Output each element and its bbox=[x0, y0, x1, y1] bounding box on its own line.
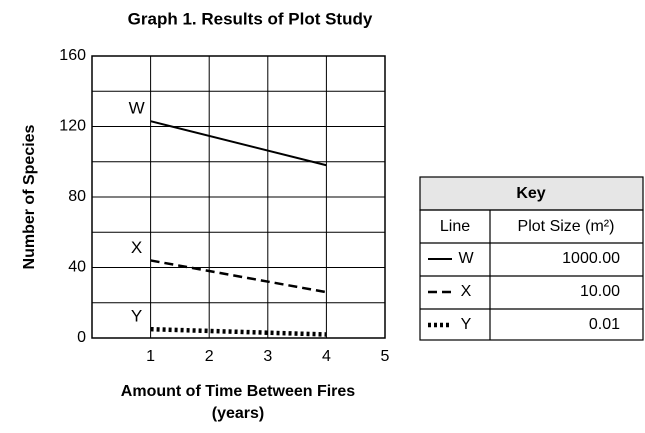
y-tick-label: 0 bbox=[77, 329, 86, 346]
series-line bbox=[150, 326, 327, 337]
x-tick-label: 4 bbox=[322, 348, 331, 365]
x-tick-label: 3 bbox=[263, 348, 272, 365]
x-tick-label: 1 bbox=[146, 348, 155, 365]
x-tick-label: 5 bbox=[381, 348, 390, 365]
y-tick-label: 160 bbox=[59, 47, 86, 64]
key-plot-size: 10.00 bbox=[580, 283, 620, 300]
key-header: Line bbox=[440, 218, 470, 235]
key-line-name: W bbox=[458, 250, 474, 267]
series-label: W bbox=[129, 99, 145, 118]
key-line-name: Y bbox=[461, 316, 472, 333]
key-body bbox=[419, 209, 644, 341]
y-tick-label: 120 bbox=[59, 118, 86, 135]
series-line bbox=[150, 259, 327, 294]
key-plot-size: 1000.00 bbox=[562, 250, 620, 267]
key-header: Plot Size (m²) bbox=[518, 218, 615, 235]
series-label: X bbox=[131, 238, 142, 257]
key-title-cell bbox=[419, 176, 644, 211]
chart-title: Graph 1. Results of Plot Study bbox=[128, 9, 373, 28]
y-tick-label: 40 bbox=[68, 259, 86, 276]
y-tick-label: 80 bbox=[68, 188, 86, 205]
x-axis-label: (years) bbox=[212, 405, 264, 422]
series-label: Y bbox=[131, 307, 142, 326]
plot-frame bbox=[91, 55, 386, 339]
key-line-name: X bbox=[461, 283, 472, 300]
key-plot-size: 0.01 bbox=[589, 316, 620, 333]
series-line bbox=[150, 120, 327, 167]
x-tick-label: 2 bbox=[205, 348, 214, 365]
y-axis-label: Number of Species bbox=[21, 124, 38, 269]
x-axis-label: Amount of Time Between Fires bbox=[121, 383, 356, 400]
key-title: Key bbox=[516, 185, 545, 202]
